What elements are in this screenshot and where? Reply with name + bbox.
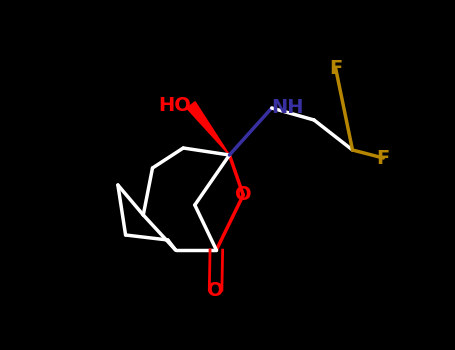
Text: O: O (207, 280, 224, 300)
Text: F: F (377, 148, 390, 168)
Text: NH: NH (272, 98, 304, 118)
Text: HO: HO (158, 96, 191, 114)
Text: O: O (235, 186, 252, 204)
Text: F: F (329, 58, 342, 77)
Polygon shape (187, 102, 229, 155)
